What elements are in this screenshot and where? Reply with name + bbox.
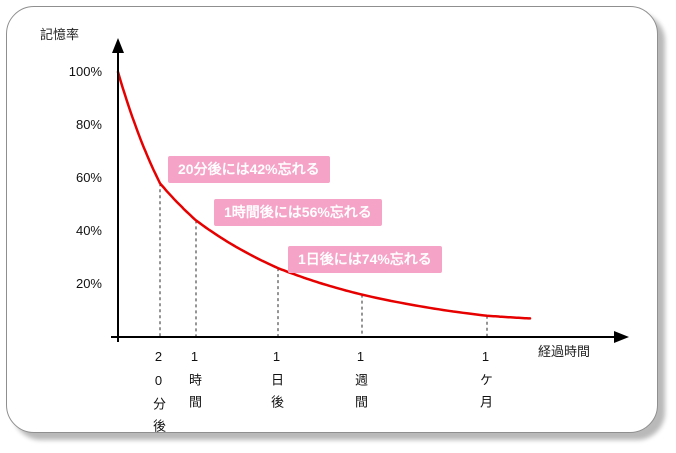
annotation-1hour: 1時間後には56%忘れる <box>214 199 382 226</box>
forgetting-curve <box>116 70 532 320</box>
curve-layer <box>116 70 532 320</box>
annotation-1day: 1日後には74%忘れる <box>288 246 442 273</box>
x-tick-label-20min: 20分後 <box>151 349 166 441</box>
y-tick-label-80: 80% <box>75 117 102 132</box>
y-tick-label-40: 40% <box>75 223 102 238</box>
y-axis-arrowhead <box>112 38 124 53</box>
x-tick-label-1hour: 1時間 <box>187 349 202 417</box>
x-tick-label-1week: 1週間 <box>353 349 368 417</box>
x-tick-label-1month: 1ケ月 <box>478 349 493 417</box>
x-axis-arrowhead <box>614 331 629 343</box>
x-axis-title: 経過時間 <box>538 344 591 359</box>
tick-dashed-lines <box>159 183 488 337</box>
axes <box>111 38 629 343</box>
y-tick-label-20: 20% <box>75 276 102 291</box>
y-axis-title: 記憶率 <box>40 27 80 42</box>
annotation-20min: 20分後には42%忘れる <box>168 156 330 183</box>
y-tick-label-60: 60% <box>75 170 102 185</box>
y-tick-label-100: 100% <box>68 64 102 79</box>
x-tick-label-1day: 1日後 <box>269 349 284 417</box>
